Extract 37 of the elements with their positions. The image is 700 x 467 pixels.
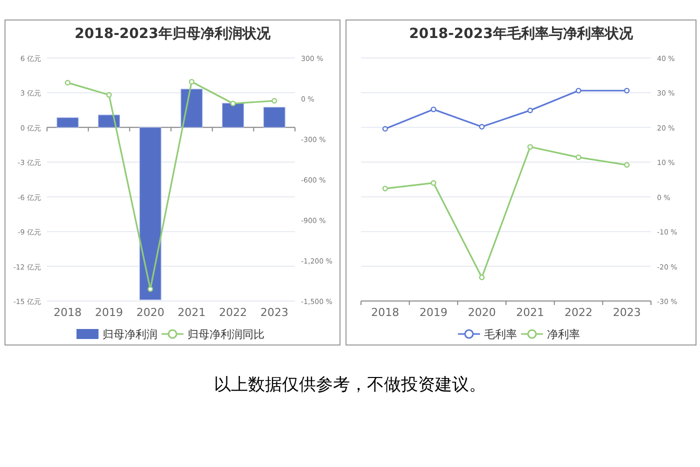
point bbox=[527, 108, 533, 114]
point bbox=[272, 98, 278, 104]
point bbox=[479, 274, 485, 280]
legend-label: 净利率 bbox=[547, 328, 580, 341]
legend-label: 归母净利润 bbox=[102, 328, 158, 341]
point bbox=[382, 186, 388, 192]
x-tick-label: 2020 bbox=[468, 306, 496, 319]
x-tick-label: 2018 bbox=[54, 306, 82, 319]
point bbox=[430, 180, 436, 186]
point bbox=[382, 126, 388, 132]
point bbox=[527, 144, 533, 150]
point bbox=[479, 124, 485, 130]
point bbox=[188, 78, 194, 85]
x-tick-label: 2023 bbox=[612, 306, 641, 319]
legend-label: 归母净利润同比 bbox=[188, 328, 264, 341]
point bbox=[106, 92, 112, 98]
x-tick-label: 2023 bbox=[260, 306, 288, 319]
x-tick-label: 2022 bbox=[219, 306, 247, 319]
legend-label: 毛利率 bbox=[484, 328, 517, 341]
x-tick-label: 2019 bbox=[420, 306, 448, 319]
x-tick-label: 2019 bbox=[95, 306, 123, 319]
chart-title: 2018-2023年毛利率与净利率状况 bbox=[409, 25, 634, 42]
chart-title: 2018-2023年归母净利润状况 bbox=[74, 25, 272, 42]
x-tick-label: 2018 bbox=[371, 306, 400, 319]
x-tick-label: 2021 bbox=[516, 306, 544, 319]
point bbox=[576, 154, 582, 160]
x-tick-label: 2021 bbox=[178, 306, 206, 319]
point bbox=[230, 100, 236, 106]
text: 以上数据仅供参考，不做投资建议。 bbox=[214, 375, 486, 395]
point bbox=[430, 106, 436, 112]
point bbox=[148, 286, 154, 292]
point bbox=[64, 80, 70, 86]
point bbox=[624, 88, 630, 94]
point bbox=[624, 162, 630, 168]
point bbox=[576, 88, 582, 94]
x-tick-label: 2020 bbox=[136, 306, 164, 319]
x-tick-label: 2022 bbox=[564, 306, 592, 319]
